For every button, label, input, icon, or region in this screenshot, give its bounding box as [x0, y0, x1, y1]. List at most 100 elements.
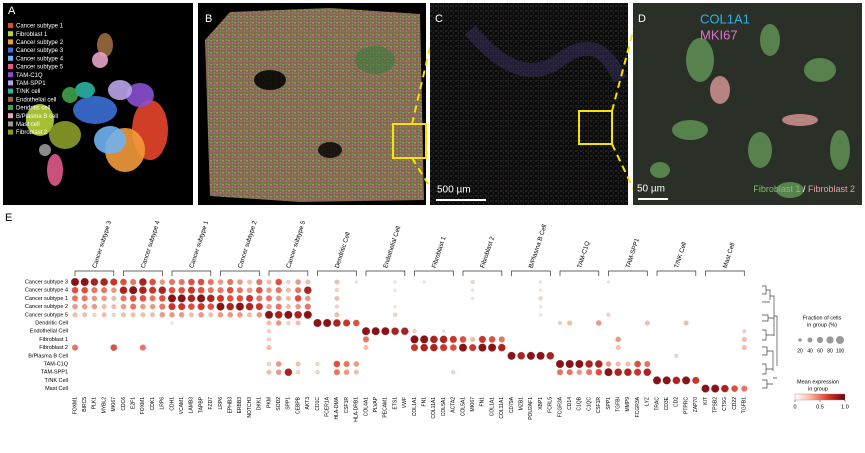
- dot: [285, 287, 291, 293]
- legend-swatch: [8, 113, 13, 119]
- dot: [286, 279, 291, 285]
- legend-label: B/Plasma B cell: [16, 114, 58, 120]
- gene-label: AKT3: [305, 397, 311, 410]
- dot: [245, 302, 254, 311]
- panel-label: B: [205, 13, 212, 25]
- group-bracket: [559, 270, 600, 276]
- dot: [557, 320, 563, 326]
- dot: [275, 287, 282, 294]
- dot: [265, 295, 273, 302]
- gene-label: SPP1: [286, 397, 292, 410]
- legend-label: TAM-SPP1: [16, 81, 46, 87]
- dot: [198, 312, 204, 318]
- dot: [295, 303, 301, 310]
- dot: [187, 294, 196, 303]
- dot: [305, 295, 311, 302]
- gene-label: MZB1: [519, 397, 525, 411]
- dot: [286, 320, 291, 326]
- dot: [644, 320, 650, 326]
- group-label: Fibroblast 2: [479, 235, 496, 269]
- dot: [478, 343, 487, 352]
- dot: [449, 344, 457, 351]
- dot: [91, 303, 98, 310]
- dot: [285, 304, 291, 310]
- dot: [305, 279, 311, 285]
- dot: [91, 287, 98, 294]
- umap-cluster: [126, 83, 154, 107]
- dot: [295, 361, 301, 367]
- group-bracket: [365, 270, 406, 276]
- row-label: Endothelial Cell: [30, 329, 68, 335]
- dot: [391, 327, 399, 336]
- dot: [284, 368, 293, 377]
- dot: [624, 368, 632, 377]
- dot: [247, 312, 253, 318]
- dot: [420, 335, 429, 344]
- dot: [139, 295, 147, 302]
- dot: [470, 279, 475, 285]
- group-bracket: [317, 270, 357, 276]
- dot: [81, 295, 88, 302]
- cell: [830, 130, 850, 170]
- dot: [266, 320, 272, 326]
- dot: [187, 286, 196, 294]
- legend-label: Dendritic cell: [16, 106, 50, 112]
- dot: [393, 280, 397, 284]
- legend-label: Cancer subtype 5: [16, 65, 64, 71]
- dot: [487, 343, 497, 352]
- cell-type-text: Fibroblast 2: [805, 184, 855, 194]
- gene-label: FOXM1: [140, 397, 146, 414]
- cell: [710, 76, 730, 104]
- gene-label: COL5A1: [441, 397, 447, 416]
- dot: [82, 312, 88, 318]
- dot: [197, 278, 205, 286]
- legend-label: Fibroblast 2: [16, 130, 48, 136]
- dot: [539, 305, 543, 309]
- scale-label: 500 µm: [437, 185, 471, 196]
- gene-label: CDK1: [150, 397, 156, 411]
- dot: [266, 345, 272, 351]
- legend-swatch: [8, 47, 13, 53]
- dot: [643, 368, 652, 377]
- dot: [91, 295, 98, 302]
- legend-swatch: [8, 96, 13, 102]
- gene-label: DKK1: [257, 397, 263, 410]
- dot: [393, 312, 398, 317]
- gene-label: PLVAP: [373, 396, 379, 412]
- dot: [295, 320, 301, 326]
- dot: [497, 343, 506, 352]
- gene-label: TAPBP: [198, 396, 204, 413]
- group-bracket: [608, 270, 648, 276]
- dot: [255, 286, 263, 294]
- group-label: Cancer subtype 3: [91, 220, 113, 270]
- group-label: Cancer subtype 1: [188, 220, 210, 270]
- cell: [650, 162, 670, 178]
- dot: [546, 351, 555, 360]
- dot: [430, 343, 438, 352]
- dot: [81, 286, 89, 294]
- dot: [274, 310, 283, 319]
- dot: [420, 343, 429, 352]
- dot: [139, 286, 147, 295]
- size-legend-dot: [807, 337, 813, 343]
- dot: [469, 343, 477, 352]
- dot: [236, 295, 244, 302]
- dot: [615, 345, 621, 351]
- dot: [196, 294, 206, 303]
- gene-label: PECAM1: [383, 397, 389, 418]
- dot: [607, 280, 610, 284]
- dot: [442, 329, 446, 333]
- legend-swatch: [8, 55, 13, 61]
- dot: [683, 320, 689, 326]
- size-legend-dot: [798, 338, 802, 342]
- legend-title: in group (%): [807, 322, 837, 328]
- dot: [605, 361, 612, 367]
- gene-label: BIRC5: [82, 397, 88, 412]
- dot: [101, 304, 107, 310]
- group-bracket: [220, 270, 260, 276]
- gene-label: PKM: [266, 397, 272, 408]
- legend-label: Cancer subtype 4: [16, 56, 64, 62]
- dot: [247, 279, 253, 285]
- dot: [672, 376, 681, 385]
- dot: [741, 336, 747, 342]
